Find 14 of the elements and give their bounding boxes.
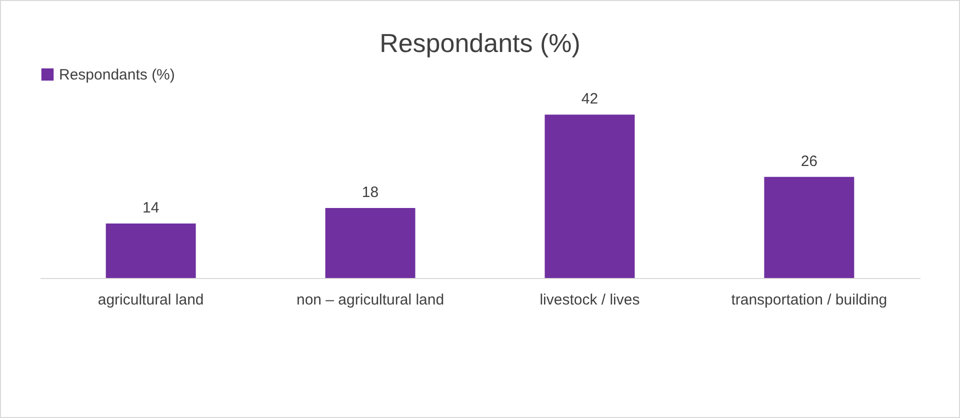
chart-title: Respondants (%) <box>380 28 580 58</box>
x-tick-label: transportation / building <box>731 292 888 308</box>
data-label: 14 <box>142 200 160 217</box>
legend-label: Respondants (%) <box>59 66 175 84</box>
x-tick-label: non – agricultural land <box>296 292 444 308</box>
data-label: 26 <box>800 152 818 170</box>
x-tick-label: agricultural land <box>98 292 204 308</box>
data-label: 18 <box>362 184 379 201</box>
x-tick-label: livestock / lives <box>540 292 640 308</box>
bar <box>544 114 635 278</box>
data-label: 42 <box>581 90 598 108</box>
bar <box>325 208 416 278</box>
bar <box>764 176 854 278</box>
bar <box>106 224 196 278</box>
